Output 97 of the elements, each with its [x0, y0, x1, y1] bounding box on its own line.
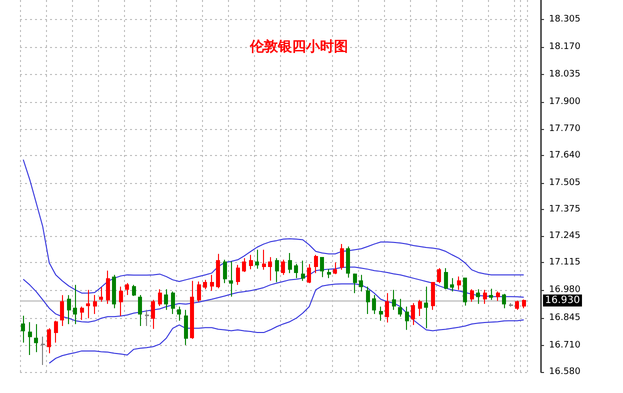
candlestick	[379, 306, 383, 322]
candlestick	[268, 256, 272, 282]
candlestick	[457, 276, 461, 290]
candlestick	[99, 286, 103, 302]
candlestick	[470, 288, 474, 302]
candlestick	[158, 288, 162, 306]
candlestick	[203, 279, 207, 290]
candlestick	[249, 254, 253, 270]
line-series	[48, 283, 524, 364]
candlestick	[164, 288, 168, 310]
y-tick-label: 16.580	[549, 367, 581, 377]
candlestick	[346, 246, 350, 278]
candlestick	[190, 280, 194, 340]
candlestick	[67, 294, 71, 325]
y-tick-label: 16.710	[549, 340, 581, 350]
y-tick-label: 17.505	[549, 178, 580, 188]
y-tick-label: 17.900	[549, 97, 581, 108]
candlestick	[125, 282, 129, 296]
candlestick	[236, 264, 240, 286]
candlestick	[93, 294, 97, 314]
candlestick	[138, 294, 142, 327]
y-tick-label: 16.980	[549, 285, 581, 296]
candlestick	[106, 270, 110, 304]
candlestick	[112, 274, 116, 309]
candlestick	[86, 289, 90, 319]
candlestick	[275, 258, 279, 283]
candlestick	[463, 277, 467, 306]
candlestick	[216, 253, 220, 289]
candlestick	[132, 284, 136, 296]
candlestick	[151, 299, 155, 330]
candlestick	[34, 324, 38, 353]
y-tick-label: 18.305	[549, 14, 580, 24]
candlestick	[145, 309, 149, 327]
candlestick	[184, 309, 188, 346]
candlestick	[288, 252, 292, 274]
candlestick	[444, 268, 448, 290]
candlestick	[41, 336, 45, 366]
candlestick	[359, 274, 363, 292]
line-series	[22, 266, 524, 323]
candlestick	[411, 302, 415, 326]
candlestick	[262, 249, 266, 270]
candlestick	[418, 299, 422, 316]
candlestick	[496, 290, 500, 302]
candlestick	[385, 292, 389, 324]
candlestick	[281, 259, 285, 276]
candlestick	[197, 280, 201, 302]
candlestick	[340, 244, 344, 270]
candlestick	[502, 293, 506, 309]
candlestick	[314, 254, 318, 274]
candlestick	[242, 258, 246, 273]
candlestick	[431, 282, 435, 310]
candlestick	[522, 298, 526, 309]
candlestick	[210, 274, 214, 292]
y-tick-label: 17.375	[549, 204, 580, 215]
y-tick-label: 17.115	[549, 258, 580, 268]
candlestick	[119, 286, 123, 316]
text: 伦敦银四小时图	[249, 38, 348, 55]
y-tick-label: 17.245	[549, 231, 580, 242]
candlestick	[47, 328, 51, 354]
candlestick	[366, 286, 370, 314]
candlestick	[353, 272, 357, 294]
y-tick-label: 17.640	[549, 150, 581, 160]
candlestick	[424, 286, 428, 329]
y-tick-label: 18.035	[549, 70, 580, 80]
candlestick	[372, 294, 376, 314]
candlestick	[398, 298, 402, 318]
candlestick	[60, 294, 64, 327]
line-series	[22, 159, 524, 294]
candlestick	[450, 278, 454, 292]
candlestick	[515, 300, 519, 310]
candlestick	[223, 259, 227, 284]
candlestick	[392, 289, 396, 310]
candlestick	[171, 290, 175, 314]
candlestick	[320, 256, 324, 278]
y-tick-label: 17.770	[549, 124, 581, 134]
candlestick	[301, 260, 305, 282]
candlestick	[483, 289, 487, 304]
candlestick	[229, 260, 233, 298]
candlestick	[255, 249, 259, 270]
candlestick	[307, 264, 311, 284]
candlestick	[405, 306, 409, 330]
candlestick	[294, 263, 298, 279]
candlestick	[80, 306, 84, 320]
candlestick	[437, 268, 441, 284]
y-tick-label: 18.170	[549, 42, 581, 52]
candlestick	[54, 320, 58, 344]
candlestick	[476, 288, 480, 304]
candlestick	[489, 288, 493, 300]
candlestick	[509, 302, 513, 308]
candlestick	[28, 322, 32, 356]
y-tick-label: 16.845	[549, 312, 580, 323]
candlestick	[73, 284, 77, 325]
candlestick	[333, 262, 337, 275]
ref-line-label: 16.930	[545, 294, 580, 306]
candlestick	[327, 268, 331, 279]
candlestick	[21, 315, 25, 344]
candlestick	[177, 306, 181, 322]
